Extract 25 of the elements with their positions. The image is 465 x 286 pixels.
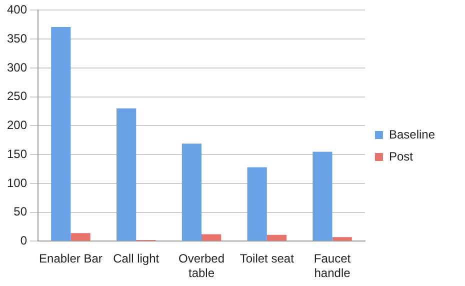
y-tick-label: 100 <box>6 176 28 190</box>
y-tick-label: 400 <box>6 2 28 17</box>
legend-label: Baseline <box>388 127 436 142</box>
x-tick-label: Call light <box>113 252 160 266</box>
y-tick-label: 350 <box>6 31 28 46</box>
y-tick-label: 250 <box>6 89 28 104</box>
x-tick-label: Faucet handle <box>314 252 352 280</box>
y-tick-label: 200 <box>6 118 28 132</box>
bar <box>266 234 286 241</box>
y-tick-label: 0 <box>20 234 28 248</box>
bar <box>312 152 332 241</box>
x-tick-label: Toilet seat <box>240 252 295 266</box>
bar <box>182 144 202 241</box>
x-tick-label: Enabler Bar <box>39 252 102 266</box>
bar <box>201 234 222 241</box>
bar <box>70 233 90 241</box>
legend-label: Post <box>388 149 414 164</box>
y-tick-label: 300 <box>6 60 28 74</box>
bar <box>116 108 136 241</box>
x-tick-label: Overbed table <box>178 252 225 280</box>
bar <box>51 26 71 241</box>
y-tick-label: 150 <box>6 146 28 161</box>
y-tick-label: 50 <box>14 204 28 219</box>
bar <box>247 167 267 241</box>
bar <box>332 237 352 241</box>
